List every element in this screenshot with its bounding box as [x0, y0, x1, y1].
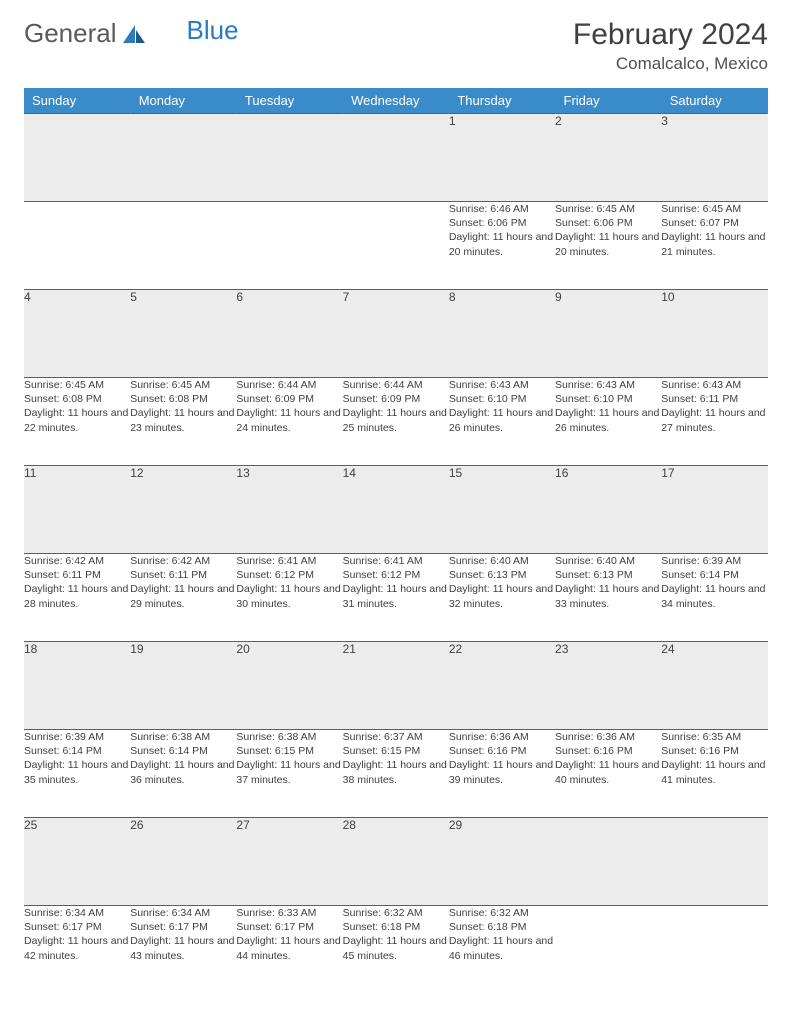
day-content-cell: Sunrise: 6:45 AMSunset: 6:06 PMDaylight:… [555, 202, 661, 290]
month-title: February 2024 [573, 18, 768, 52]
day-number-cell: 11 [24, 466, 130, 554]
day-number-cell [343, 114, 449, 202]
day-content-cell: Sunrise: 6:45 AMSunset: 6:08 PMDaylight:… [24, 378, 130, 466]
day-number-cell [24, 114, 130, 202]
day-number-cell: 7 [343, 290, 449, 378]
day-number-cell [555, 818, 661, 906]
day-number-cell: 18 [24, 642, 130, 730]
day-number-cell: 13 [236, 466, 342, 554]
day-number-cell: 6 [236, 290, 342, 378]
day-content-cell: Sunrise: 6:41 AMSunset: 6:12 PMDaylight:… [236, 554, 342, 642]
weekday-header: Tuesday [236, 88, 342, 114]
day-content-cell: Sunrise: 6:40 AMSunset: 6:13 PMDaylight:… [555, 554, 661, 642]
day-number-cell: 9 [555, 290, 661, 378]
brand-logo: General Blue [24, 18, 239, 49]
day-content-cell [661, 906, 767, 994]
day-content-cell [130, 202, 236, 290]
day-content-row: Sunrise: 6:34 AMSunset: 6:17 PMDaylight:… [24, 906, 768, 994]
day-content-cell: Sunrise: 6:33 AMSunset: 6:17 PMDaylight:… [236, 906, 342, 994]
day-content-cell: Sunrise: 6:43 AMSunset: 6:11 PMDaylight:… [661, 378, 767, 466]
weekday-header: Sunday [24, 88, 130, 114]
day-content-cell: Sunrise: 6:44 AMSunset: 6:09 PMDaylight:… [236, 378, 342, 466]
day-content-cell: Sunrise: 6:43 AMSunset: 6:10 PMDaylight:… [555, 378, 661, 466]
day-number-cell: 29 [449, 818, 555, 906]
day-number-cell: 27 [236, 818, 342, 906]
day-number-row: 2526272829 [24, 818, 768, 906]
day-number-cell: 26 [130, 818, 236, 906]
day-content-cell [236, 202, 342, 290]
day-number-cell: 28 [343, 818, 449, 906]
day-content-cell: Sunrise: 6:42 AMSunset: 6:11 PMDaylight:… [24, 554, 130, 642]
weekday-header: Thursday [449, 88, 555, 114]
title-block: February 2024 Comalcalco, Mexico [573, 18, 768, 74]
day-content-cell [343, 202, 449, 290]
day-content-cell: Sunrise: 6:39 AMSunset: 6:14 PMDaylight:… [661, 554, 767, 642]
day-content-cell: Sunrise: 6:37 AMSunset: 6:15 PMDaylight:… [343, 730, 449, 818]
weekday-header: Friday [555, 88, 661, 114]
logo-sail-icon [121, 23, 147, 45]
day-content-cell: Sunrise: 6:41 AMSunset: 6:12 PMDaylight:… [343, 554, 449, 642]
day-content-cell: Sunrise: 6:32 AMSunset: 6:18 PMDaylight:… [449, 906, 555, 994]
page-header: General Blue February 2024 Comalcalco, M… [24, 18, 768, 74]
day-number-row: 123 [24, 114, 768, 202]
calendar-page: General Blue February 2024 Comalcalco, M… [0, 0, 792, 1012]
day-content-cell: Sunrise: 6:32 AMSunset: 6:18 PMDaylight:… [343, 906, 449, 994]
weekday-header: Monday [130, 88, 236, 114]
day-content-cell: Sunrise: 6:43 AMSunset: 6:10 PMDaylight:… [449, 378, 555, 466]
day-number-cell [236, 114, 342, 202]
day-content-cell: Sunrise: 6:36 AMSunset: 6:16 PMDaylight:… [449, 730, 555, 818]
calendar-header-row: SundayMondayTuesdayWednesdayThursdayFrid… [24, 88, 768, 114]
day-content-cell: Sunrise: 6:38 AMSunset: 6:14 PMDaylight:… [130, 730, 236, 818]
day-content-cell [24, 202, 130, 290]
day-number-cell: 4 [24, 290, 130, 378]
day-content-row: Sunrise: 6:42 AMSunset: 6:11 PMDaylight:… [24, 554, 768, 642]
brand-part2: Blue [187, 15, 239, 46]
day-content-cell: Sunrise: 6:44 AMSunset: 6:09 PMDaylight:… [343, 378, 449, 466]
day-number-cell: 22 [449, 642, 555, 730]
day-content-cell: Sunrise: 6:34 AMSunset: 6:17 PMDaylight:… [24, 906, 130, 994]
day-number-cell: 3 [661, 114, 767, 202]
day-number-cell: 19 [130, 642, 236, 730]
day-content-cell [555, 906, 661, 994]
day-number-cell: 1 [449, 114, 555, 202]
weekday-header: Wednesday [343, 88, 449, 114]
day-content-cell: Sunrise: 6:46 AMSunset: 6:06 PMDaylight:… [449, 202, 555, 290]
day-number-cell: 23 [555, 642, 661, 730]
day-number-row: 45678910 [24, 290, 768, 378]
day-content-row: Sunrise: 6:46 AMSunset: 6:06 PMDaylight:… [24, 202, 768, 290]
day-number-cell: 10 [661, 290, 767, 378]
day-content-cell: Sunrise: 6:34 AMSunset: 6:17 PMDaylight:… [130, 906, 236, 994]
day-number-cell [130, 114, 236, 202]
day-number-row: 18192021222324 [24, 642, 768, 730]
day-content-cell: Sunrise: 6:38 AMSunset: 6:15 PMDaylight:… [236, 730, 342, 818]
day-number-cell: 8 [449, 290, 555, 378]
day-content-cell: Sunrise: 6:35 AMSunset: 6:16 PMDaylight:… [661, 730, 767, 818]
day-number-cell: 2 [555, 114, 661, 202]
day-number-cell: 15 [449, 466, 555, 554]
day-content-cell: Sunrise: 6:39 AMSunset: 6:14 PMDaylight:… [24, 730, 130, 818]
day-number-cell: 17 [661, 466, 767, 554]
day-content-cell: Sunrise: 6:42 AMSunset: 6:11 PMDaylight:… [130, 554, 236, 642]
location-text: Comalcalco, Mexico [573, 54, 768, 74]
day-content-cell: Sunrise: 6:45 AMSunset: 6:08 PMDaylight:… [130, 378, 236, 466]
day-number-row: 11121314151617 [24, 466, 768, 554]
day-number-cell: 20 [236, 642, 342, 730]
calendar-body: 123 Sunrise: 6:46 AMSunset: 6:06 PMDayli… [24, 114, 768, 994]
day-number-cell: 12 [130, 466, 236, 554]
weekday-header: Saturday [661, 88, 767, 114]
day-number-cell: 21 [343, 642, 449, 730]
day-number-cell: 24 [661, 642, 767, 730]
day-content-cell: Sunrise: 6:36 AMSunset: 6:16 PMDaylight:… [555, 730, 661, 818]
day-number-cell: 14 [343, 466, 449, 554]
day-number-cell [661, 818, 767, 906]
day-content-row: Sunrise: 6:39 AMSunset: 6:14 PMDaylight:… [24, 730, 768, 818]
day-number-cell: 5 [130, 290, 236, 378]
calendar-table: SundayMondayTuesdayWednesdayThursdayFrid… [24, 88, 768, 994]
day-content-row: Sunrise: 6:45 AMSunset: 6:08 PMDaylight:… [24, 378, 768, 466]
day-content-cell: Sunrise: 6:40 AMSunset: 6:13 PMDaylight:… [449, 554, 555, 642]
brand-part1: General [24, 18, 117, 49]
day-number-cell: 25 [24, 818, 130, 906]
day-content-cell: Sunrise: 6:45 AMSunset: 6:07 PMDaylight:… [661, 202, 767, 290]
day-number-cell: 16 [555, 466, 661, 554]
